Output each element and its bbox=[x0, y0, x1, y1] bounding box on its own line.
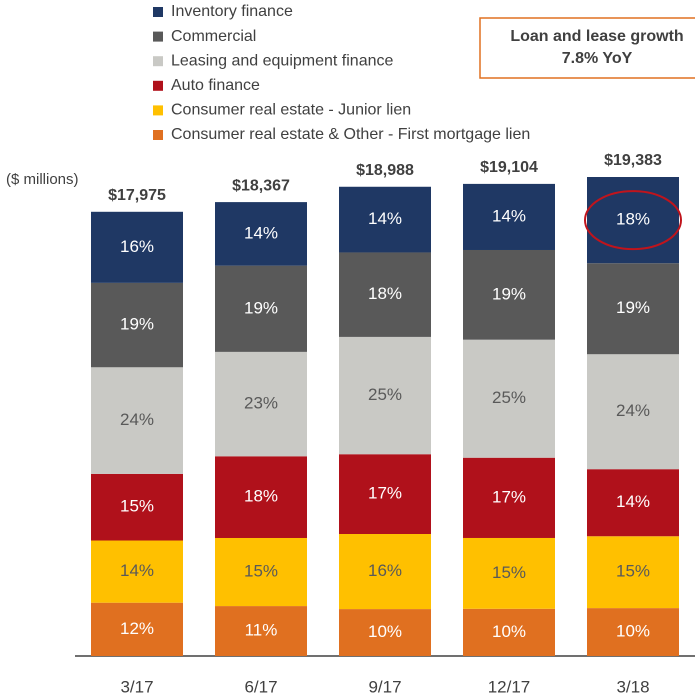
x-tick-label: 9/17 bbox=[368, 677, 401, 696]
value-label: 14% bbox=[492, 206, 526, 225]
value-label: 15% bbox=[244, 562, 278, 581]
bar-segment bbox=[215, 537, 307, 607]
bar-segment bbox=[91, 211, 183, 283]
x-tick-label: 12/17 bbox=[488, 677, 531, 696]
value-label: 19% bbox=[120, 315, 154, 334]
bar-segment bbox=[339, 454, 431, 534]
total-label: $17,975 bbox=[108, 187, 166, 204]
value-label: 15% bbox=[492, 563, 526, 582]
bar-segment bbox=[339, 186, 431, 253]
value-label: 17% bbox=[492, 487, 526, 506]
value-label: 23% bbox=[244, 394, 278, 413]
bar-segment bbox=[587, 263, 679, 355]
x-tick-label: 3/18 bbox=[616, 677, 649, 696]
value-label: 16% bbox=[368, 561, 402, 580]
value-label: 10% bbox=[368, 622, 402, 641]
x-tick-label: 6/17 bbox=[244, 677, 277, 696]
value-label: 10% bbox=[492, 622, 526, 641]
bar-segment bbox=[215, 456, 307, 538]
legend-swatch bbox=[153, 80, 163, 91]
legend-label: Leasing and equipment finance bbox=[171, 52, 393, 69]
bar-segment bbox=[91, 602, 183, 656]
bar-segment bbox=[463, 608, 555, 656]
x-tick-label: 3/17 bbox=[120, 677, 153, 696]
bar-segment bbox=[463, 537, 555, 609]
value-label: 19% bbox=[244, 298, 278, 317]
value-label: 25% bbox=[492, 388, 526, 407]
value-label: 11% bbox=[245, 621, 278, 640]
bar-segment bbox=[463, 457, 555, 538]
bar-segment bbox=[215, 351, 307, 457]
legend-swatch bbox=[153, 31, 163, 42]
total-label: $19,104 bbox=[480, 159, 538, 176]
bar-segment bbox=[463, 339, 555, 458]
unit-label: ($ millions) bbox=[6, 171, 79, 188]
legend-label: Commercial bbox=[171, 28, 256, 45]
value-label: 15% bbox=[120, 497, 154, 516]
value-label: 14% bbox=[120, 561, 154, 580]
value-label: 14% bbox=[244, 223, 278, 242]
value-label: 24% bbox=[120, 410, 154, 429]
total-label: $18,988 bbox=[356, 162, 414, 179]
bar-segment bbox=[215, 265, 307, 352]
bar-segment bbox=[587, 469, 679, 537]
bar-segment bbox=[339, 336, 431, 455]
bar-segment bbox=[587, 536, 679, 609]
legend-label: Inventory finance bbox=[171, 3, 293, 20]
value-label: 14% bbox=[616, 492, 650, 511]
bar-segment bbox=[91, 367, 183, 474]
annotation: Loan and lease growth bbox=[510, 28, 683, 45]
total-label: $19,383 bbox=[604, 152, 662, 169]
value-label: 18% bbox=[368, 284, 402, 303]
legend-label: Auto finance bbox=[171, 77, 260, 94]
legend-swatch bbox=[153, 56, 163, 67]
bar-segment bbox=[91, 473, 183, 541]
bar-segment bbox=[587, 354, 679, 470]
legend-label: Consumer real estate & Other - First mor… bbox=[171, 126, 530, 143]
legend-swatch bbox=[153, 7, 163, 17]
highlight-circle bbox=[584, 190, 682, 251]
legend-swatch bbox=[153, 130, 163, 140]
value-label: 25% bbox=[368, 385, 402, 404]
value-label: 18% bbox=[616, 210, 650, 229]
bar-segment bbox=[91, 282, 183, 368]
bar-segment bbox=[215, 606, 307, 656]
legend-swatch bbox=[153, 105, 163, 116]
legend-label: Consumer real estate - Junior lien bbox=[171, 102, 411, 119]
value-label: 14% bbox=[368, 209, 402, 228]
value-label: 17% bbox=[368, 484, 402, 503]
bar-segment bbox=[339, 252, 431, 337]
bar-segment bbox=[339, 609, 431, 656]
value-label: 19% bbox=[492, 284, 526, 303]
bar-segment bbox=[463, 249, 555, 340]
bar-segment bbox=[91, 540, 183, 603]
value-label: 18% bbox=[244, 487, 278, 506]
value-label: 15% bbox=[616, 562, 650, 581]
bar-segment bbox=[215, 202, 307, 266]
value-label: 19% bbox=[616, 298, 650, 317]
value-label: 24% bbox=[616, 401, 650, 420]
value-label: 16% bbox=[120, 237, 154, 256]
bar-segment bbox=[587, 608, 679, 656]
bar-segment bbox=[339, 533, 431, 610]
total-label: $18,367 bbox=[232, 177, 290, 194]
annotation: 7.8% YoY bbox=[562, 50, 633, 67]
value-label: 10% bbox=[616, 622, 650, 641]
value-label: 12% bbox=[120, 619, 154, 638]
bar-segment bbox=[463, 183, 555, 250]
annotation-box bbox=[479, 17, 695, 79]
